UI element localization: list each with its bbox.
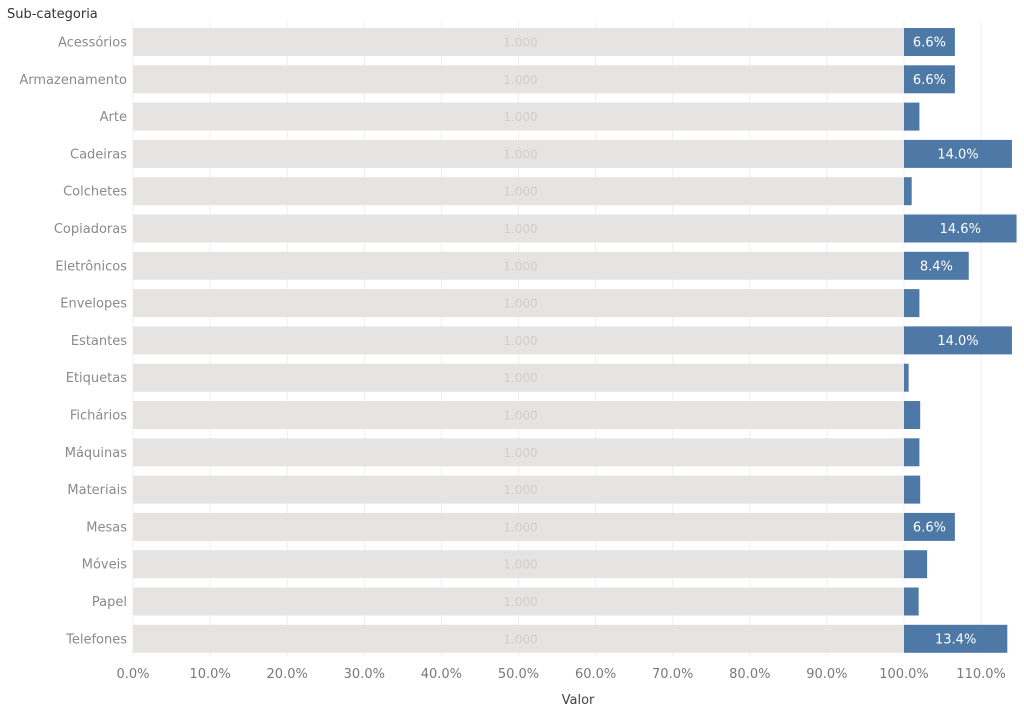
x-tick-label: 60.0% <box>575 667 616 682</box>
value-bar <box>904 289 920 318</box>
category-label: Materiais <box>67 483 127 498</box>
value-bar-label: 14.0% <box>937 147 978 162</box>
value-bar <box>904 102 920 131</box>
x-tick-label: 20.0% <box>267 667 308 682</box>
category-label: Móveis <box>82 558 127 573</box>
x-tick-label: 30.0% <box>344 667 385 682</box>
background-bar-label: 1.000 <box>503 185 537 199</box>
background-bar-label: 1.000 <box>503 259 537 273</box>
category-label: Fichários <box>70 409 127 424</box>
value-bar <box>904 475 921 504</box>
x-tick-label: 100.0% <box>879 667 929 682</box>
background-bar <box>133 401 904 429</box>
background-bar-label: 1.000 <box>503 73 537 87</box>
value-bar <box>904 363 909 392</box>
value-bar <box>904 438 920 467</box>
background-bar-label: 1.000 <box>503 558 537 572</box>
category-label: Envelopes <box>60 297 127 312</box>
background-bar-label: 1.000 <box>503 147 537 161</box>
background-bar <box>133 512 904 541</box>
value-bar <box>904 139 1012 168</box>
background-bar <box>133 177 904 206</box>
category-label: Eletrônicos <box>55 259 127 274</box>
value-bar <box>904 512 955 541</box>
x-tick-label: 0.0% <box>116 667 149 682</box>
x-axis-title: Valor <box>562 693 595 708</box>
category-label: Copiadoras <box>54 222 127 237</box>
value-bar-label: 6.6% <box>913 73 946 88</box>
category-label: Estantes <box>71 334 127 349</box>
value-bar <box>904 550 928 579</box>
background-bar-label: 1.000 <box>503 446 537 460</box>
category-label: Mesas <box>86 520 127 535</box>
background-bar <box>133 102 904 131</box>
value-bar-label: 6.6% <box>913 36 946 51</box>
background-bar-label: 1.000 <box>503 520 537 534</box>
background-bar <box>133 550 904 579</box>
category-label: Acessórios <box>58 36 127 51</box>
background-bar <box>133 326 904 355</box>
background-bar <box>133 363 904 392</box>
value-bar <box>904 28 955 56</box>
value-bar-label: 8.4% <box>920 259 953 274</box>
background-bar <box>133 65 904 94</box>
background-bar <box>133 624 904 653</box>
value-bar-label: 13.4% <box>935 632 976 647</box>
background-bar-label: 1.000 <box>503 371 537 385</box>
category-label: Colchetes <box>63 185 127 200</box>
value-bar <box>904 326 1012 355</box>
background-bar <box>133 438 904 467</box>
x-axis-ticks: 0.0% 10.0% 20.0% 30.0% 40.0% 50.0% 60.0% 70.0% 8… <box>116 667 1005 682</box>
background-bar-label: 1.000 <box>503 110 537 124</box>
bars: 1.000 6.6% 1.000 6.6% 1.000 1.000 14.0% 1.000 1.… <box>133 28 1017 653</box>
category-label: Arte <box>100 110 127 125</box>
category-labels: Acessórios Armazenamento Arte Cadeiras Colch… <box>19 36 127 648</box>
x-tick-label: 50.0% <box>498 667 539 682</box>
value-bar <box>904 214 1017 243</box>
background-bar-label: 1.000 <box>503 222 537 236</box>
x-tick-label: 70.0% <box>652 667 693 682</box>
background-bar <box>133 587 904 616</box>
background-bar-label: 1.000 <box>503 483 537 497</box>
category-label: Etiquetas <box>66 371 127 386</box>
x-tick-label: 10.0% <box>189 667 230 682</box>
x-tick-label: 40.0% <box>421 667 462 682</box>
value-bar <box>904 624 1008 653</box>
x-tick-label: 80.0% <box>729 667 770 682</box>
background-bar <box>133 214 904 243</box>
x-tick-label: 110.0% <box>956 667 1006 682</box>
value-bar-label: 14.6% <box>940 222 981 237</box>
background-bar-label: 1.000 <box>503 334 537 348</box>
background-bar <box>133 289 904 318</box>
x-tick-label: 90.0% <box>806 667 847 682</box>
value-bar <box>904 177 912 206</box>
category-label: Cadeiras <box>70 147 127 162</box>
background-bar <box>133 139 904 168</box>
value-bar <box>904 401 921 429</box>
category-label: Máquinas <box>65 446 127 461</box>
value-bar <box>904 251 969 280</box>
value-bar-label: 14.0% <box>937 334 978 349</box>
category-label: Papel <box>92 595 127 610</box>
background-bar-label: 1.000 <box>503 297 537 311</box>
value-bar <box>904 587 919 616</box>
background-bar <box>133 251 904 280</box>
category-label: Armazenamento <box>19 73 127 88</box>
background-bar-label: 1.000 <box>503 632 537 646</box>
background-bar <box>133 475 904 504</box>
value-bar <box>904 65 955 94</box>
background-bar-label: 1.000 <box>503 409 537 423</box>
background-bar-label: 1.000 <box>503 36 537 50</box>
category-label: Telefones <box>65 632 127 647</box>
background-bar <box>133 28 904 56</box>
row-header: Sub-categoria <box>7 7 98 22</box>
value-bar-label: 6.6% <box>913 520 946 535</box>
background-bar-label: 1.000 <box>503 595 537 609</box>
